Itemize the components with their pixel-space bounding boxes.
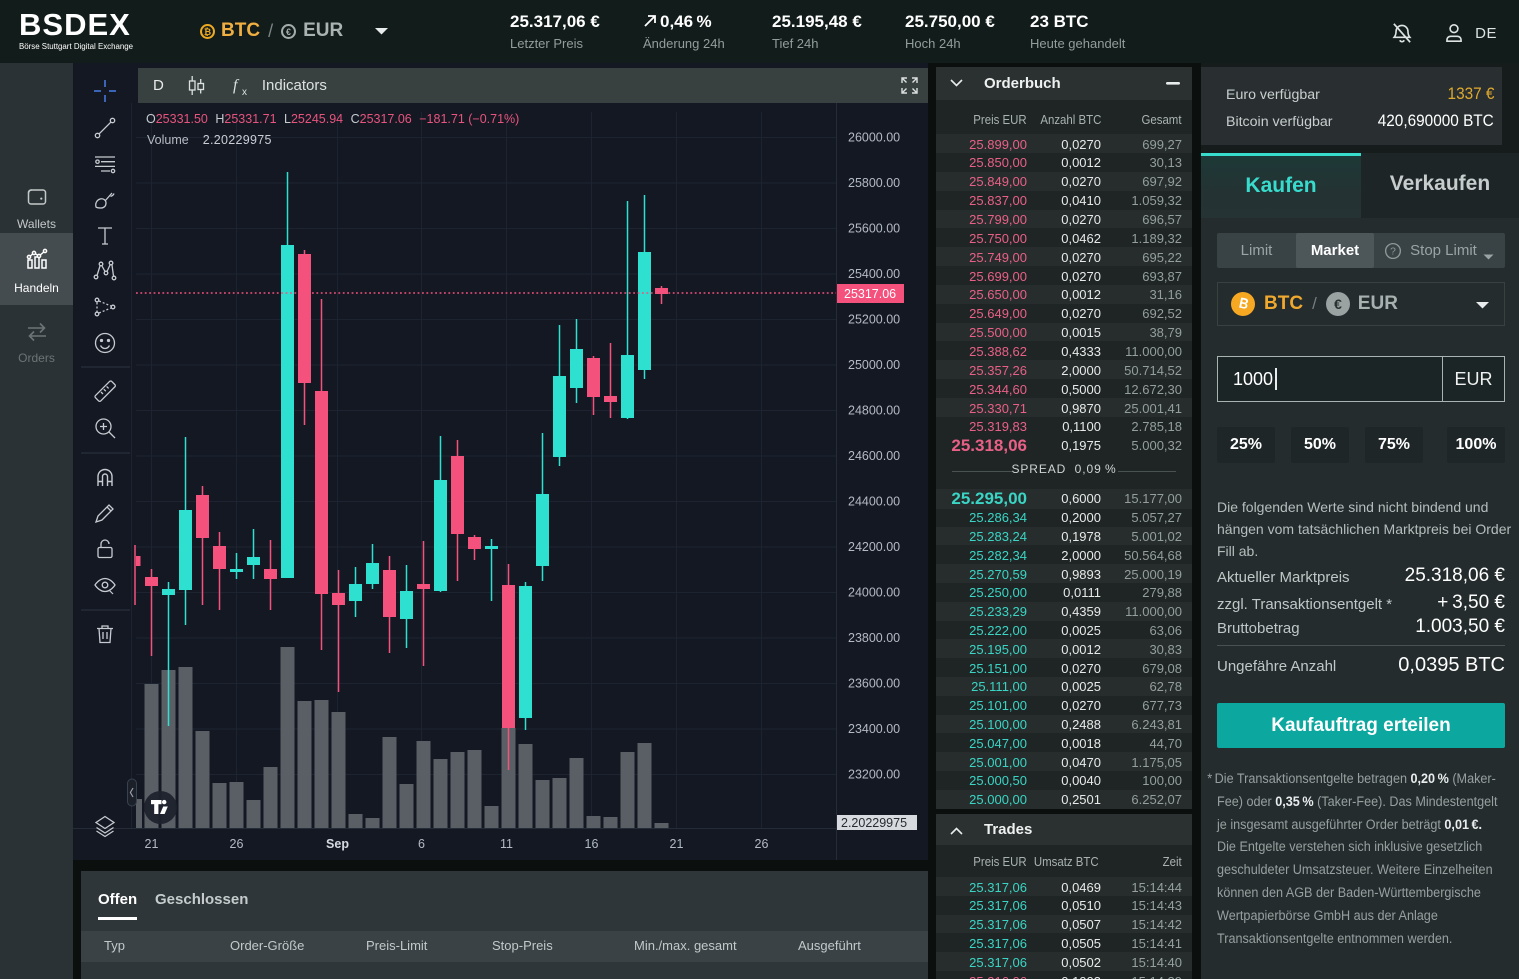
svg-text:23400.00: 23400.00 bbox=[848, 722, 900, 736]
svg-text:₿: ₿ bbox=[204, 26, 211, 36]
svg-text:€: € bbox=[1334, 297, 1342, 313]
svg-text:x: x bbox=[242, 87, 247, 97]
svg-text:2.20229975: 2.20229975 bbox=[841, 816, 907, 830]
svg-text:23800.00: 23800.00 bbox=[848, 631, 900, 645]
svg-text:6: 6 bbox=[418, 837, 425, 851]
svg-text:24400.00: 24400.00 bbox=[848, 495, 900, 509]
svg-text:Sep: Sep bbox=[326, 837, 349, 851]
svg-text:€: € bbox=[286, 26, 291, 36]
svg-text:24600.00: 24600.00 bbox=[848, 449, 900, 463]
svg-text:25800.00: 25800.00 bbox=[848, 176, 900, 190]
svg-text:11: 11 bbox=[500, 837, 513, 851]
svg-text:25000.00: 25000.00 bbox=[848, 358, 900, 372]
svg-text:26: 26 bbox=[755, 837, 769, 851]
svg-text:21: 21 bbox=[145, 837, 159, 851]
svg-text:f: f bbox=[233, 77, 240, 94]
svg-text:16: 16 bbox=[585, 837, 599, 851]
svg-text:24000.00: 24000.00 bbox=[848, 586, 900, 600]
svg-text:26000.00: 26000.00 bbox=[848, 131, 900, 145]
svg-text:25400.00: 25400.00 bbox=[848, 267, 900, 281]
svg-text:25600.00: 25600.00 bbox=[848, 222, 900, 236]
svg-text:?: ? bbox=[1390, 246, 1396, 257]
svg-text:25200.00: 25200.00 bbox=[848, 313, 900, 327]
svg-text:26: 26 bbox=[230, 837, 244, 851]
svg-text:21: 21 bbox=[670, 837, 684, 851]
svg-text:23200.00: 23200.00 bbox=[848, 768, 900, 782]
svg-text:24200.00: 24200.00 bbox=[848, 540, 900, 554]
svg-text:25317.06: 25317.06 bbox=[844, 287, 896, 301]
svg-text:23600.00: 23600.00 bbox=[848, 677, 900, 691]
svg-text:24800.00: 24800.00 bbox=[848, 404, 900, 418]
